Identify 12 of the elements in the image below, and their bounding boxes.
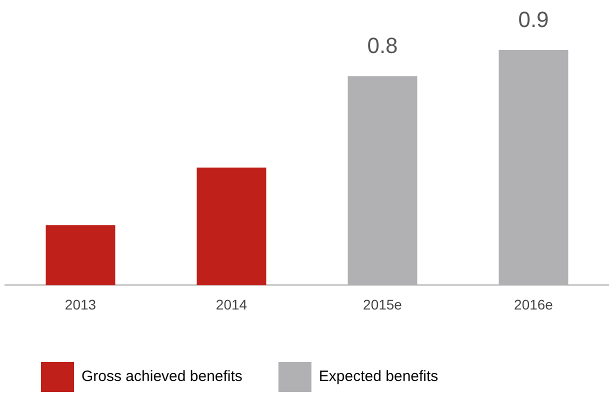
bar [196,168,266,286]
legend-label: Gross achieved benefits [82,368,242,386]
x-tick-label: 2015e [363,296,402,312]
legend-label: Expected benefits [318,368,438,386]
x-tick-label: 2016e [514,296,554,312]
data-label: 0.8 [367,33,398,58]
bar [46,225,116,286]
data-label: 0.9 [518,7,549,32]
x-tick-label: 2013 [64,296,96,312]
bar [348,76,418,286]
bar [498,50,568,286]
x-tick-label: 2014 [216,296,248,312]
